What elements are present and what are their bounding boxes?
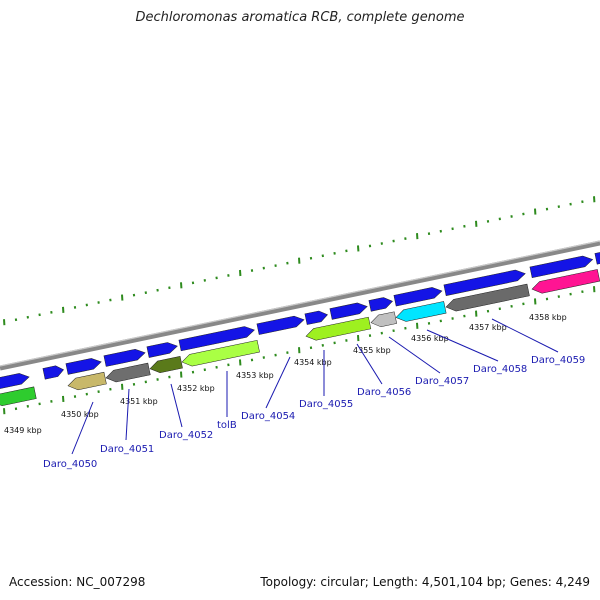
reverse-gene-arrow <box>531 269 600 294</box>
upper-tick-row <box>3 196 596 326</box>
gene-label: Daro_4055 <box>299 399 353 410</box>
gene-label: Daro_4051 <box>100 444 154 455</box>
gene-leader-line <box>170 383 183 428</box>
kbp-label: 4351 kbp <box>120 397 158 406</box>
gene-label: Daro_4050 <box>43 459 97 470</box>
gene-leader-line <box>265 356 291 409</box>
forward-gene-arrow <box>329 302 368 320</box>
kbp-label: 4358 kbp <box>529 313 567 322</box>
forward-gene-arrow <box>178 326 255 352</box>
kbp-label: 4354 kbp <box>294 358 332 367</box>
gene-leader-line <box>125 388 130 441</box>
kbp-label: 4357 kbp <box>469 323 507 332</box>
forward-gene-arrow <box>256 315 305 335</box>
gene-leader-line <box>388 336 441 374</box>
gene-label: Daro_4056 <box>357 387 411 398</box>
kbp-labels: 4349 kbp 4350 kbp 4351 kbp 4352 kbp 4353 kbp… <box>4 313 567 435</box>
genome-backbone-highlight <box>0 240 600 367</box>
topology-text: Topology: circular; Length: 4,501,104 bp… <box>260 575 590 589</box>
accession-text: Accession: NC_007298 <box>9 575 146 589</box>
lower-tick-row <box>3 286 596 415</box>
forward-gene-arrow <box>103 348 146 367</box>
forward-gene-arrow <box>393 287 443 307</box>
kbp-label: 4349 kbp <box>4 426 42 435</box>
forward-gene-arrow <box>304 310 328 325</box>
gene-label: Daro_4059 <box>531 355 585 366</box>
forward-gene-arrow <box>146 342 178 358</box>
gene-label: Daro_4057 <box>415 376 469 387</box>
forward-gene-arrow <box>42 365 64 380</box>
kbp-label: 4353 kbp <box>236 371 274 380</box>
forward-strand-genes <box>0 250 600 391</box>
reverse-gene-arrow <box>149 356 183 374</box>
gene-label: Daro_4052 <box>159 430 213 441</box>
kbp-label: 4355 kbp <box>353 346 391 355</box>
reverse-gene-arrow <box>105 362 151 383</box>
map-title: Dechloromonas aromatica RCB, complete ge… <box>135 10 465 25</box>
reverse-gene-arrow <box>370 311 397 328</box>
gene-label: Daro_4058 <box>473 364 527 375</box>
forward-gene-arrow <box>368 297 393 312</box>
gene-label: tolB <box>217 420 237 431</box>
gene-leader-line <box>426 329 499 362</box>
reverse-gene-arrow <box>445 283 530 312</box>
reverse-gene-arrow <box>395 301 447 322</box>
genome-backbone <box>0 240 600 371</box>
gene-leader-line <box>71 401 94 455</box>
gene-leader-line <box>491 318 559 353</box>
forward-gene-arrow <box>0 373 30 391</box>
gene-label: Daro_4054 <box>241 411 295 422</box>
forward-gene-arrow <box>443 269 526 296</box>
reverse-gene-arrow <box>67 371 107 391</box>
reverse-gene-arrow <box>0 386 37 406</box>
kbp-label: 4350 kbp <box>61 410 99 419</box>
reverse-gene-arrow <box>305 316 372 341</box>
reverse-strand-genes <box>0 269 600 406</box>
forward-gene-arrow <box>594 250 600 265</box>
reverse-gene-arrow <box>181 340 260 367</box>
forward-gene-arrow <box>529 255 594 279</box>
kbp-label: 4352 kbp <box>177 384 215 393</box>
kbp-label: 4356 kbp <box>411 334 449 343</box>
gene-leader-line <box>356 343 383 385</box>
forward-gene-arrow <box>65 358 102 375</box>
